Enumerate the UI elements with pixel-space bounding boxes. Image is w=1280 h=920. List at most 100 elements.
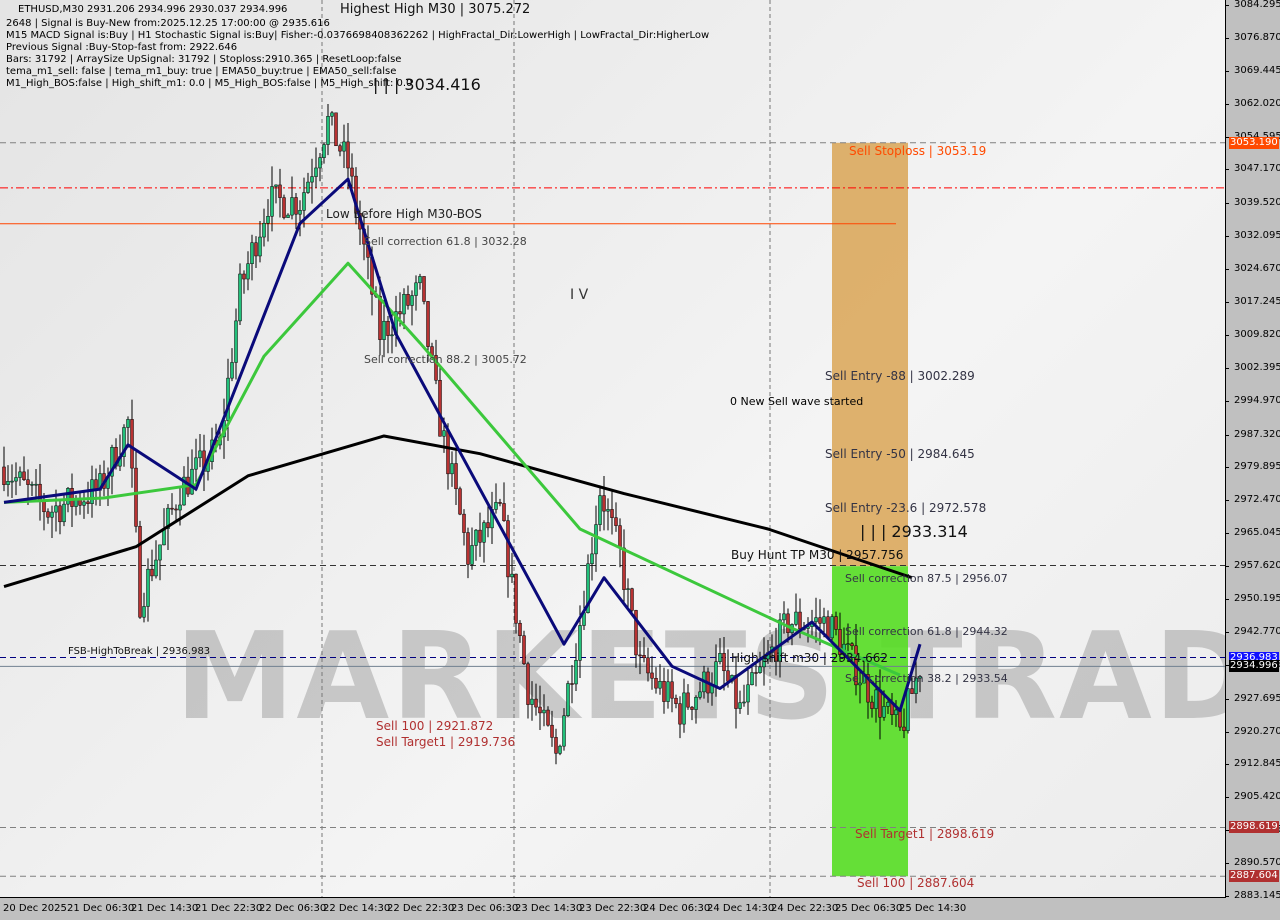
candle-body bbox=[390, 334, 394, 337]
candle-body bbox=[454, 463, 458, 490]
watermark: MARKETS TRADE bbox=[175, 608, 1226, 747]
candle-body bbox=[282, 197, 286, 218]
candle-body bbox=[558, 745, 562, 754]
candle-body bbox=[474, 529, 478, 546]
candle-body bbox=[602, 495, 606, 512]
candle-body bbox=[682, 692, 686, 725]
candle-body bbox=[538, 706, 542, 714]
level-label: | | | 2933.314 bbox=[860, 522, 968, 541]
candle-body bbox=[786, 613, 790, 633]
candle-body bbox=[154, 559, 158, 577]
symbol-ohlc: ETHUSD,M30 2931.206 2934.996 2930.037 29… bbox=[18, 4, 288, 15]
candle-body bbox=[398, 311, 402, 315]
price-tick-label: 2950.195 bbox=[1234, 593, 1280, 604]
candle-body bbox=[294, 197, 298, 215]
zone-rect bbox=[832, 566, 908, 877]
candle-body bbox=[194, 457, 198, 470]
price-tick bbox=[1225, 698, 1229, 700]
candle-body bbox=[870, 701, 874, 709]
candle-body bbox=[126, 419, 130, 428]
price-tick-label: 3084.295 bbox=[1234, 0, 1280, 10]
candle-body bbox=[610, 509, 614, 518]
candle-body bbox=[178, 504, 182, 511]
candle-body bbox=[758, 666, 762, 674]
price-tick-label: 2994.970 bbox=[1234, 394, 1280, 406]
price-tick-label: 3024.670 bbox=[1234, 263, 1280, 275]
candle-body bbox=[762, 658, 766, 668]
candle-body bbox=[246, 263, 250, 280]
price-tick-label: 3047.170 bbox=[1234, 163, 1280, 175]
candle-body bbox=[562, 715, 566, 747]
candle-body bbox=[266, 216, 270, 224]
price-tick-label: 3054.595 bbox=[1234, 131, 1280, 142]
candle-body bbox=[146, 568, 150, 607]
sell-stoploss-label: Sell Stoploss | 3053.19 bbox=[849, 144, 987, 158]
candle-body bbox=[418, 276, 422, 284]
price-tick bbox=[1225, 566, 1229, 568]
chart-plot-area[interactable]: MARKETS TRADE ETHUSD,M30 2931.206 2934.9… bbox=[0, 0, 1226, 898]
candle-body bbox=[482, 522, 486, 543]
price-tick bbox=[1225, 533, 1229, 535]
candle-body bbox=[326, 116, 330, 145]
time-tick-label: 22 Dec 06:30 bbox=[259, 903, 327, 914]
candle-body bbox=[166, 507, 170, 529]
candle-body bbox=[522, 635, 526, 665]
candle-body bbox=[34, 483, 38, 486]
candle-body bbox=[498, 502, 502, 504]
price-tick bbox=[1225, 764, 1229, 766]
fsb-label: FSB-HighToBreak | 2936.983 bbox=[68, 646, 211, 657]
candle-body bbox=[874, 689, 878, 709]
candle-body bbox=[658, 680, 662, 689]
price-tag-price: 2934.996 bbox=[1229, 660, 1279, 673]
candle-body bbox=[110, 447, 114, 477]
price-tick bbox=[1225, 5, 1229, 6]
candle-body bbox=[322, 144, 326, 158]
price-tick-label: 3017.245 bbox=[1234, 296, 1280, 307]
sell-entry-label: Sell Entry -50 | 2984.645 bbox=[825, 447, 975, 461]
candle-body bbox=[590, 553, 594, 565]
candle-body bbox=[510, 573, 514, 578]
candle-body bbox=[738, 702, 742, 709]
candle-body bbox=[30, 484, 34, 486]
candle-body bbox=[566, 683, 570, 717]
price-tick bbox=[1225, 37, 1229, 39]
candle-body bbox=[902, 726, 906, 731]
candle-body bbox=[150, 568, 154, 577]
time-tick-label: 24 Dec 06:30 bbox=[643, 903, 711, 914]
sell-correction-label: Sell correction 88.2 | 3005.72 bbox=[364, 353, 527, 366]
candle-body bbox=[670, 681, 674, 699]
candle-body bbox=[618, 525, 622, 549]
price-tick bbox=[1225, 136, 1229, 138]
candle-body bbox=[14, 477, 18, 482]
candle-body bbox=[782, 613, 786, 621]
candle-body bbox=[678, 703, 682, 725]
candle-body bbox=[826, 616, 830, 639]
price-tick-label: 2965.045 bbox=[1234, 527, 1280, 539]
candle-body bbox=[174, 508, 178, 511]
candle-body bbox=[882, 706, 886, 718]
candle-body bbox=[646, 657, 650, 674]
candle-body bbox=[746, 684, 750, 703]
candle-body bbox=[542, 709, 546, 714]
candle-body bbox=[650, 672, 654, 679]
candle-body bbox=[286, 214, 290, 218]
candle-body bbox=[334, 112, 338, 147]
candle-body bbox=[462, 513, 466, 533]
candle-body bbox=[634, 610, 638, 656]
time-tick-label: 21 Dec 14:30 bbox=[131, 903, 199, 914]
candle-body bbox=[798, 611, 802, 630]
candle-body bbox=[302, 192, 306, 211]
candle-body bbox=[298, 210, 302, 215]
candle-body bbox=[82, 501, 86, 506]
candle-body bbox=[694, 697, 698, 710]
price-tick bbox=[1225, 830, 1229, 832]
candle-body bbox=[226, 377, 230, 421]
price-tick bbox=[1225, 367, 1229, 369]
candle-body bbox=[350, 167, 354, 177]
candle-body bbox=[170, 507, 174, 510]
candle-body bbox=[442, 430, 446, 437]
candle-body bbox=[794, 611, 798, 625]
time-tick-label: 20 Dec 2025 bbox=[3, 903, 67, 914]
candle-body bbox=[486, 522, 490, 529]
candle-body bbox=[86, 501, 90, 504]
